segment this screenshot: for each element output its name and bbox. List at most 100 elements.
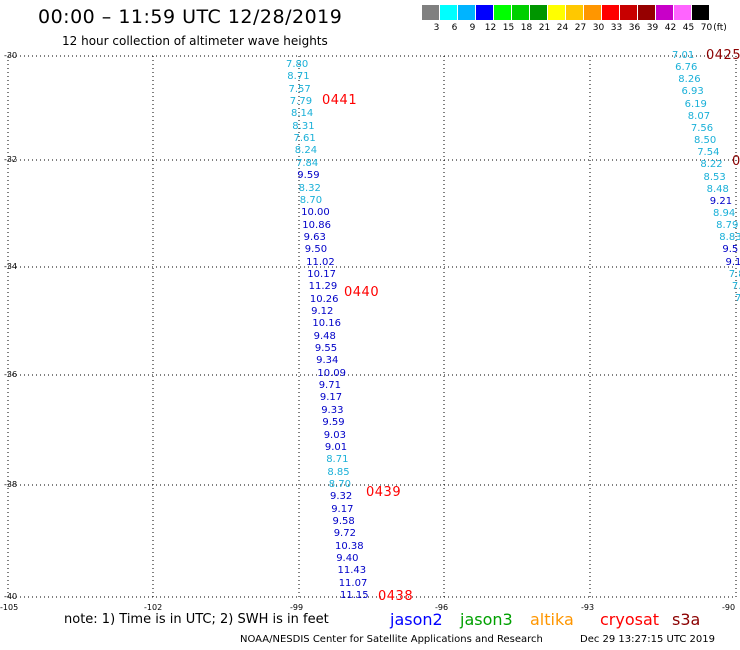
- legend-label: 30: [592, 23, 605, 33]
- legend-label: 3: [433, 23, 440, 33]
- legend-swatch: [440, 5, 457, 20]
- wave-height-value: 11.29: [308, 281, 338, 293]
- wave-height-value: 11.15: [340, 590, 369, 601]
- satellite-name-altika: altika: [530, 610, 574, 629]
- graticule: [7, 55, 737, 598]
- lon-label: -99: [290, 603, 304, 612]
- wave-height-value: 9.50: [304, 244, 328, 256]
- legend-swatch: [656, 5, 673, 20]
- legend-swatch: [422, 5, 439, 20]
- wave-height-value: 8.22: [700, 159, 723, 171]
- legend-swatch: [494, 5, 511, 20]
- legend-swatch: [566, 5, 583, 20]
- legend-swatch: [602, 5, 619, 20]
- wave-height-value: 9.12: [311, 306, 334, 317]
- lat-label: -32: [4, 155, 18, 164]
- wave-height-value: 8.48: [706, 183, 729, 195]
- wave-height-value: 7.80: [286, 59, 309, 70]
- wave-height-value: 7.8: [728, 268, 740, 280]
- legend-label: 42: [664, 23, 677, 33]
- legend-label: 27: [574, 23, 587, 33]
- wave-height-value: 9.59: [322, 417, 345, 429]
- lat-label: -30: [4, 51, 18, 60]
- wave-height-value: 7.: [731, 280, 740, 292]
- wave-height-value: 8.26: [678, 74, 701, 86]
- wave-height-value: 8.24: [294, 145, 318, 157]
- legend-label: 12: [484, 23, 497, 33]
- wave-height-value: 10.26: [309, 293, 339, 305]
- wave-height-value: 8.31: [292, 120, 315, 132]
- wave-height-value: 9.40: [336, 553, 359, 564]
- pass-number-label: 0425: [706, 48, 740, 63]
- legend-label: 21: [538, 23, 551, 33]
- wave-height-value: 7.56: [690, 122, 714, 134]
- wave-height-value: 8.70: [328, 478, 351, 490]
- lat-label: -40: [4, 592, 18, 601]
- wave-height-value: 9.32: [330, 491, 353, 503]
- wave-height-value: 10.86: [302, 219, 331, 231]
- wave-height-value: 10.16: [312, 318, 342, 330]
- satellite-name-s3a: s3a: [672, 610, 701, 629]
- legend-label: 45: [682, 23, 695, 33]
- wave-height-value: 9.17: [331, 503, 354, 515]
- wave-height-value: 8.07: [687, 110, 711, 122]
- wave-height-value: 8.70: [299, 194, 323, 206]
- wave-height-value: 8.85: [327, 466, 350, 478]
- credit-text: NOAA/NESDIS Center for Satellite Applica…: [240, 634, 543, 645]
- wave-height-value: 8.50: [694, 135, 717, 147]
- wave-height-value: 9.33: [321, 404, 344, 416]
- wave-height-value: 8.53: [703, 171, 726, 183]
- legend-swatch: [548, 5, 565, 20]
- legend-swatch: [620, 5, 637, 20]
- legend-swatch: [530, 5, 547, 20]
- pass-number-label: 0438: [378, 589, 414, 604]
- wave-height-value: 7.79: [289, 96, 313, 107]
- wave-height-value: 7.57: [288, 83, 311, 95]
- pass-number-label: 0: [732, 154, 740, 169]
- wave-height-value: 9.17: [319, 392, 343, 404]
- wave-height-value: 10.38: [335, 540, 364, 552]
- wave-height-value: 7: [735, 293, 740, 304]
- wave-height-value: 9.21: [709, 195, 733, 207]
- legend-swatch: [458, 5, 475, 20]
- units-note: note: 1) Time is in UTC; 2) SWH is in fe…: [64, 612, 329, 627]
- wave-height-value: 11.43: [337, 565, 367, 577]
- legend-label: 9: [469, 23, 476, 33]
- lon-label: -105: [0, 603, 19, 612]
- legend-label: 15: [502, 23, 515, 33]
- wave-height-value: 7.84: [296, 157, 319, 169]
- wave-height-value: 7.61: [293, 133, 316, 145]
- wave-height-value: 11.02: [306, 256, 335, 268]
- timestamp-text: Dec 29 13:27:15 UTC 2019: [580, 634, 715, 645]
- wave-height-value: 10.09: [317, 367, 347, 379]
- wave-height-value: 7.54: [697, 147, 720, 159]
- legend-swatch: [674, 5, 691, 20]
- wave-height-value: 9.03: [323, 429, 346, 441]
- wave-height-value: 8.79: [716, 220, 739, 232]
- wave-height-value: 8.94: [713, 208, 736, 219]
- pass-number-label: 0441: [322, 93, 358, 108]
- wave-height-value: 10.00: [301, 207, 330, 219]
- legend-swatch: [638, 5, 655, 20]
- wave-height-value: 7.01: [672, 50, 695, 61]
- legend-swatch: [476, 5, 493, 20]
- pass-number-label: 0440: [344, 285, 380, 300]
- pass-number-label: 0439: [366, 485, 402, 500]
- legend-label: 36: [628, 23, 641, 33]
- lon-label: -90: [722, 603, 736, 612]
- legend-label: 70: [700, 23, 713, 33]
- wave-height-value: 10.17: [307, 268, 336, 280]
- wave-height-value: 9.5: [722, 244, 739, 256]
- wave-height-value: 9.58: [332, 515, 355, 527]
- lat-label: -38: [4, 480, 18, 489]
- wave-height-value: 8.71: [326, 454, 349, 466]
- legend-label: 39: [646, 23, 659, 33]
- wave-height-value: 6.19: [684, 98, 707, 110]
- wave-height-value: 9.71: [318, 380, 341, 392]
- lat-label: -36: [4, 370, 18, 379]
- legend-label: 6: [451, 23, 458, 33]
- lon-label: -102: [144, 603, 163, 612]
- satellite-name-cryosat: cryosat: [600, 610, 660, 629]
- wave-height-value: 8.83: [719, 232, 740, 244]
- satellite-name-jason2: jason2: [390, 610, 443, 629]
